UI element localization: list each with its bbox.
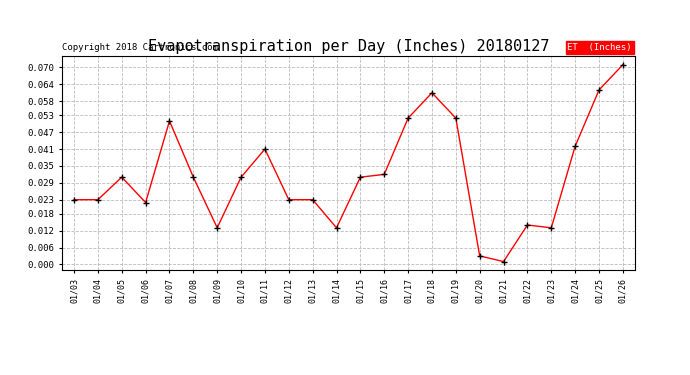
Title: Evapotranspiration per Day (Inches) 20180127: Evapotranspiration per Day (Inches) 2018… xyxy=(148,39,549,54)
Text: Copyright 2018 Cartronics.com: Copyright 2018 Cartronics.com xyxy=(62,43,218,52)
Text: ET  (Inches): ET (Inches) xyxy=(567,43,632,52)
